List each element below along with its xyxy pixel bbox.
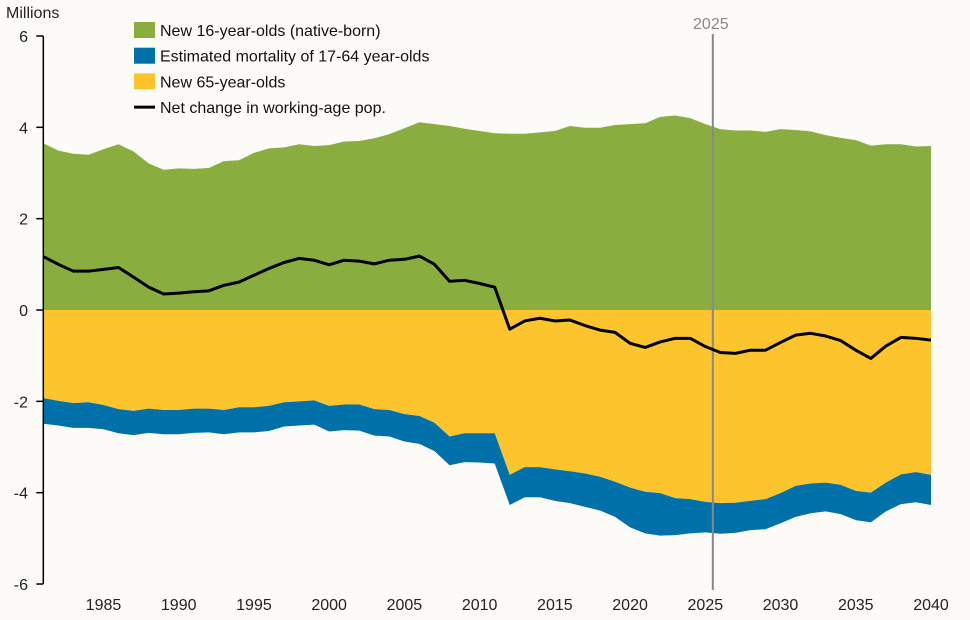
y-tick-label: 4 <box>19 120 28 137</box>
y-tick-label: 6 <box>19 29 28 46</box>
x-tick-label: 1995 <box>236 597 272 614</box>
x-tick-label: 2040 <box>913 597 949 614</box>
area-mortality <box>43 398 932 536</box>
y-tick-label: -2 <box>14 394 28 411</box>
legend-label: New 65-year-olds <box>160 74 285 91</box>
area-new-65-year-olds <box>43 310 932 504</box>
x-tick-label: 2010 <box>462 597 498 614</box>
y-tick-label: -6 <box>14 577 28 594</box>
x-tick-label: 1990 <box>161 597 197 614</box>
lines: 2025 <box>42 16 932 590</box>
x-tick-label: 1985 <box>86 597 122 614</box>
x-tick-label: 2035 <box>838 597 874 614</box>
areas <box>43 115 932 536</box>
x-tick-label: 2025 <box>688 597 724 614</box>
annotation-label-2025: 2025 <box>693 16 729 33</box>
legend-label: Estimated mortality of 17-64 year-olds <box>160 49 429 66</box>
legend-swatch <box>134 73 155 90</box>
legend-label: New 16-year-olds (native-born) <box>160 23 381 40</box>
y-tick-label: -4 <box>14 486 28 503</box>
y-axis-label: Millions <box>6 5 59 22</box>
legend-swatch <box>134 22 155 38</box>
y-tick-label: 2 <box>19 212 28 229</box>
area-new-16-year-olds <box>43 115 932 310</box>
legend: New 16-year-olds (native-born) Estimated … <box>134 22 429 117</box>
x-tick-label: 2015 <box>537 597 573 614</box>
x-tick-label: 2000 <box>311 597 347 614</box>
axes: 6 4 2 0 -2 -4 -6 1985 1990 1995 2000 2005 2010 2015 20… <box>14 29 949 614</box>
legend-swatch <box>134 47 155 64</box>
y-tick-label: 0 <box>19 303 28 320</box>
line-net-change <box>42 254 932 360</box>
x-tick-label: 2020 <box>612 597 648 614</box>
x-tick-label: 2030 <box>763 597 799 614</box>
x-tick-label: 2005 <box>387 597 423 614</box>
legend-label: Net change in working-age pop. <box>160 100 386 117</box>
